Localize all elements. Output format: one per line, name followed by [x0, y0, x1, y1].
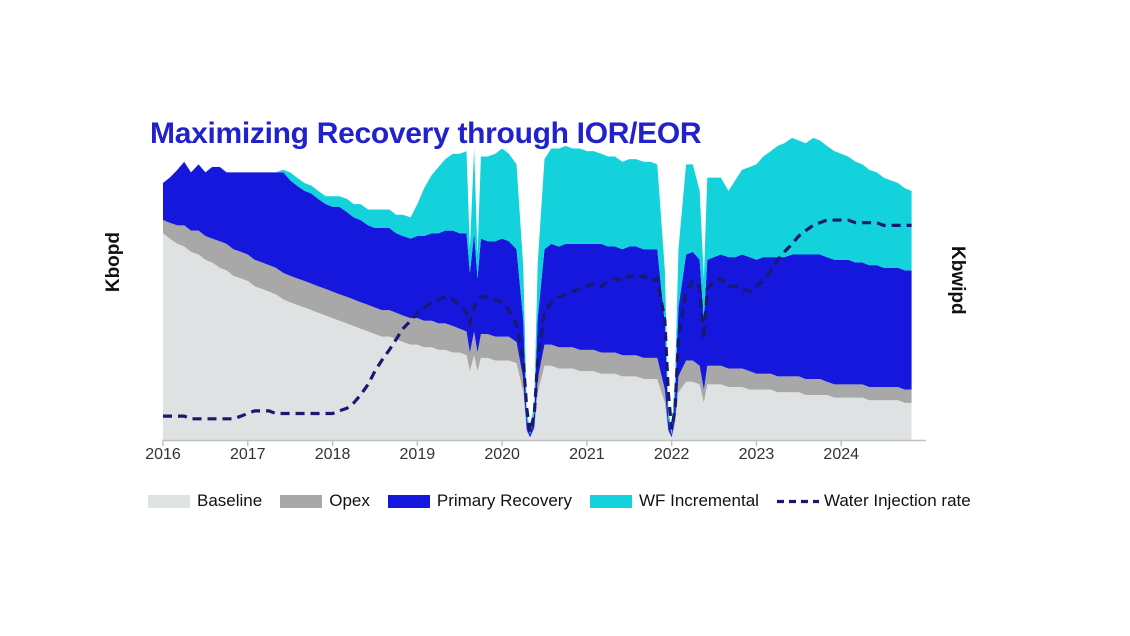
- area-series-primary-recovery: [163, 161, 912, 438]
- legend-item-baseline[interactable]: Baseline: [148, 491, 262, 511]
- area-swatch-icon: [280, 494, 323, 508]
- area-series-opex: [163, 220, 912, 438]
- x-axis-tick-label: 2016: [145, 446, 181, 463]
- line-series-water-injection-rate: [163, 218, 912, 433]
- legend-item-water-injection-rate[interactable]: Water Injection rate: [776, 491, 971, 511]
- x-axis-tick-labels: 2016 2017 2018 2019 2020 2021 2022 2023 2024: [0, 446, 1130, 470]
- x-axis-tick-label: 2017: [229, 446, 266, 463]
- area-series-group: [163, 137, 912, 440]
- axis-lines-group: [162, 439, 926, 446]
- legend-item-wf-incremental[interactable]: WF Incremental: [589, 491, 759, 511]
- legend-item-label: Primary Recovery: [436, 491, 572, 510]
- page-title: Maximizing Recovery through IOR/EOR: [150, 117, 702, 150]
- x-axis-tick-label: 2023: [738, 446, 775, 463]
- area-series-wf-incremental: [163, 137, 912, 435]
- dashed-line-icon: [776, 495, 819, 508]
- area-swatch-icon: [589, 494, 632, 508]
- x-axis-tick-label: 2019: [399, 446, 436, 463]
- x-axis-tick-label: 2020: [484, 446, 520, 463]
- area-series-baseline: [163, 233, 912, 440]
- x-axis-tick-label: 2024: [823, 446, 860, 463]
- legend-item-label: Water Injection rate: [823, 491, 971, 510]
- legend-item-label: Baseline: [197, 491, 263, 510]
- area-swatch-icon: [148, 494, 190, 508]
- legend-item-label: WF Incremental: [638, 491, 759, 510]
- legend-item-primary-recovery[interactable]: Primary Recovery: [387, 491, 572, 511]
- water-injection-line-group: [163, 218, 912, 433]
- x-axis-tick-label: 2022: [653, 446, 690, 463]
- area-swatch-icon: [387, 494, 430, 508]
- x-axis-tick-label: 2021: [569, 446, 605, 463]
- legend-item-label: Opex: [329, 491, 370, 510]
- legend-item-opex[interactable]: Opex: [280, 491, 370, 511]
- chart-legend: Baseline Opex Primary Recovery WF Increment…: [148, 489, 989, 513]
- x-axis-tick-label: 2018: [314, 446, 351, 463]
